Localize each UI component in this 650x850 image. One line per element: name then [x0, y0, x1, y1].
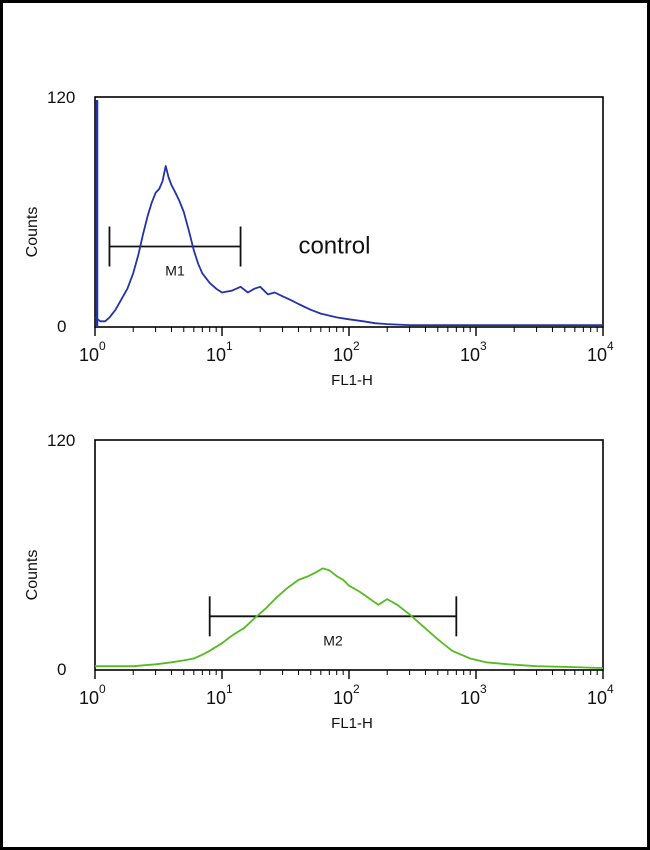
x-tick-label-exponent: 0: [99, 682, 106, 696]
y-tick-label-max: 120: [47, 431, 75, 450]
sample-histogram-line: [95, 567, 604, 669]
x-axis-label: FL1-H: [331, 715, 373, 732]
x-tick-label-base: 10: [79, 345, 99, 365]
x-tick-label-base: 10: [79, 688, 99, 708]
gate-marker-m2: [208, 596, 458, 637]
x-axis-label: FL1-H: [331, 372, 373, 389]
y-tick-label-zero: 0: [57, 317, 66, 336]
chart-panel-control: 10 0 10 1 10 2 10 3 10 4 120 0 Counts FL1-H contr…: [24, 88, 614, 389]
y-axis-label: Counts: [24, 207, 41, 258]
x-tick-label-base: 10: [206, 688, 226, 708]
x-tick-label-exponent: 3: [480, 339, 487, 353]
plot-area: [94, 439, 604, 671]
plot-area: [94, 96, 604, 328]
y-axis-label: Counts: [24, 550, 41, 601]
y-tick-label-max: 120: [47, 88, 75, 107]
gate-marker-m1: [108, 226, 242, 267]
x-tick-label-exponent: 4: [607, 339, 614, 353]
x-tick-label-base: 10: [333, 345, 353, 365]
x-tick-label-base: 10: [460, 688, 480, 708]
x-tick-label-exponent: 1: [226, 682, 233, 696]
x-tick-label-base: 10: [333, 688, 353, 708]
x-tick-label-base: 10: [206, 345, 226, 365]
x-tick-label-exponent: 1: [226, 339, 233, 353]
gate-label-m2: M2: [323, 632, 343, 648]
x-tick-label-exponent: 2: [353, 339, 360, 353]
y-tick-label-zero: 0: [57, 660, 66, 679]
x-tick-label-exponent: 2: [353, 682, 360, 696]
x-axis-ticks: 10 0 10 1 10 2 10 3 10 4: [79, 670, 614, 708]
x-tick-label-base: 10: [587, 345, 607, 365]
x-tick-label-base: 10: [587, 688, 607, 708]
x-tick-label-exponent: 3: [480, 682, 487, 696]
x-tick-label-exponent: 4: [607, 682, 614, 696]
x-tick-label-exponent: 0: [99, 339, 106, 353]
x-axis-ticks: 10 0 10 1 10 2 10 3 10 4: [79, 327, 614, 365]
control-histogram-line: [94, 165, 603, 326]
chart-panel-sample: 10 0 10 1 10 2 10 3 10 4 120 0 Counts FL1-H M2: [24, 431, 614, 732]
x-tick-label-base: 10: [460, 345, 480, 365]
control-annotation: control: [298, 233, 370, 260]
gate-label-m1: M1: [165, 263, 185, 279]
